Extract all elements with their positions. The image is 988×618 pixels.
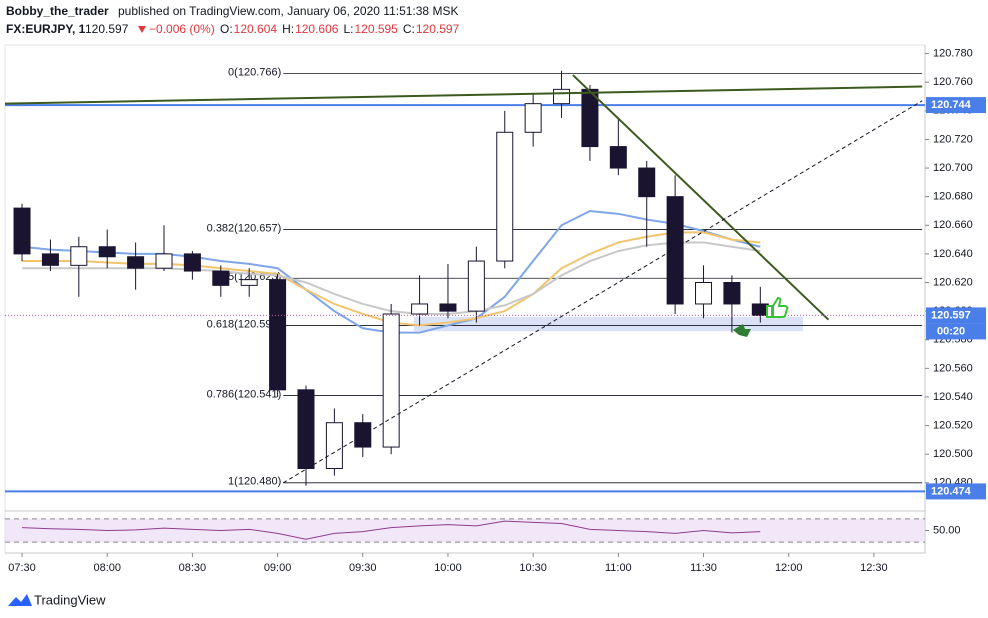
y-tick-label: 120.720 <box>933 133 973 145</box>
candle-body <box>297 389 315 470</box>
countdown: 00:20 <box>937 325 965 337</box>
candle-body <box>13 207 31 255</box>
ohlc: O: 120.604 H: 120.606 L: 120.595 C: 120.597 <box>220 22 460 36</box>
y-tick-label: 120.500 <box>933 448 973 460</box>
candle-body <box>524 103 542 133</box>
ohlc-label: L: <box>343 22 353 36</box>
rsi-band <box>5 518 925 543</box>
trendline <box>572 74 830 321</box>
price-tag-label: 120.744 <box>931 99 972 111</box>
x-tick-label: 07:30 <box>8 562 36 574</box>
thumbs-up <box>766 296 789 318</box>
y-tick-label: 120.540 <box>933 391 973 403</box>
price-tag-label: 120.474 <box>931 485 972 497</box>
published-info: published on TradingView.com, January 06… <box>118 4 458 18</box>
candle-body <box>127 256 145 269</box>
candle-body <box>325 422 343 470</box>
ohlc-label: C: <box>403 22 415 36</box>
x-tick-label: 09:30 <box>349 562 377 574</box>
trendline <box>4 85 923 105</box>
trendline <box>283 100 923 484</box>
candle-body <box>411 303 429 315</box>
author[interactable]: Bobby_the_trader <box>6 4 109 18</box>
y-tick-label: 120.660 <box>933 219 973 231</box>
candle-body <box>155 253 173 269</box>
plot: 120.480120.500120.520120.540120.560120.5… <box>4 47 986 574</box>
candle-body <box>382 313 400 448</box>
candle-body <box>553 88 571 105</box>
brand[interactable]: TradingView <box>34 592 106 607</box>
candle-body <box>609 146 627 169</box>
candle-body <box>638 167 656 198</box>
price-tag <box>926 97 986 114</box>
y-tick-label: 120.680 <box>933 191 973 203</box>
price-tag <box>926 483 986 500</box>
fib-label: 0.786(120.541) <box>207 388 282 400</box>
countdown-tag <box>926 323 986 340</box>
candle-body <box>183 253 201 272</box>
fib-label: 1(120.480) <box>228 476 281 488</box>
y-tick-label: 120.760 <box>933 76 973 88</box>
y-tick-label: 120.560 <box>933 362 973 374</box>
x-tick-label: 10:30 <box>519 562 547 574</box>
y-tick-label: 120.640 <box>933 248 973 260</box>
candle-body <box>439 303 457 312</box>
candle-body <box>240 279 258 286</box>
y-tick-label: 120.780 <box>933 47 973 59</box>
fib-label: 0(120.766) <box>228 67 281 79</box>
candle-body <box>269 279 287 391</box>
zone <box>413 316 803 332</box>
candle-body <box>695 282 713 305</box>
fib-label: 0.382(120.657) <box>207 222 282 234</box>
rsi-line <box>22 520 761 540</box>
candle-body <box>41 253 59 266</box>
x-tick-label: 11:30 <box>690 562 717 574</box>
candle-body <box>98 246 116 258</box>
logo[interactable] <box>8 594 32 606</box>
ohlc-label: H: <box>282 22 294 36</box>
x-tick-label: 10:00 <box>434 562 462 574</box>
down-arrow <box>138 26 146 33</box>
candle-body <box>751 303 769 316</box>
ohlc-value: 120.595 <box>354 22 398 36</box>
x-tick-label: 12:00 <box>775 562 803 574</box>
x-tick-label: 11:00 <box>605 562 632 574</box>
candle-body <box>467 260 485 312</box>
y-tick-label: 120.620 <box>933 276 973 288</box>
rsi-tick-label: 50.00 <box>933 524 961 536</box>
candle-body <box>581 88 599 148</box>
x-tick-label: 12:30 <box>860 562 888 574</box>
pane-border <box>4 44 926 554</box>
candle-body <box>666 196 684 305</box>
price-tag-label: 120.597 <box>931 309 971 321</box>
ohlc-value: 120.597 <box>416 22 460 36</box>
ohlc-value: 120.606 <box>295 22 339 36</box>
candle-body <box>723 282 741 305</box>
last-price: 120.597 <box>85 22 129 36</box>
symbol[interactable]: FX:EURJPY, 1 <box>6 22 86 36</box>
fib-label: 0.618(120.590) <box>207 318 282 330</box>
candle-body <box>212 270 230 286</box>
x-tick-label: 08:30 <box>179 562 207 574</box>
price-tag <box>926 307 986 324</box>
marker-arrow <box>733 324 751 337</box>
x-tick-label: 08:00 <box>93 562 121 574</box>
candle-body <box>496 131 514 262</box>
change: −0.006 (0%) <box>149 22 215 36</box>
x-tick-label: 09:00 <box>264 562 292 574</box>
ohlc-label: O: <box>220 22 233 36</box>
y-tick-label: 120.520 <box>933 419 973 431</box>
candle-body <box>70 246 88 266</box>
ohlc-value: 120.604 <box>234 22 278 36</box>
y-tick-label: 120.700 <box>933 162 973 174</box>
